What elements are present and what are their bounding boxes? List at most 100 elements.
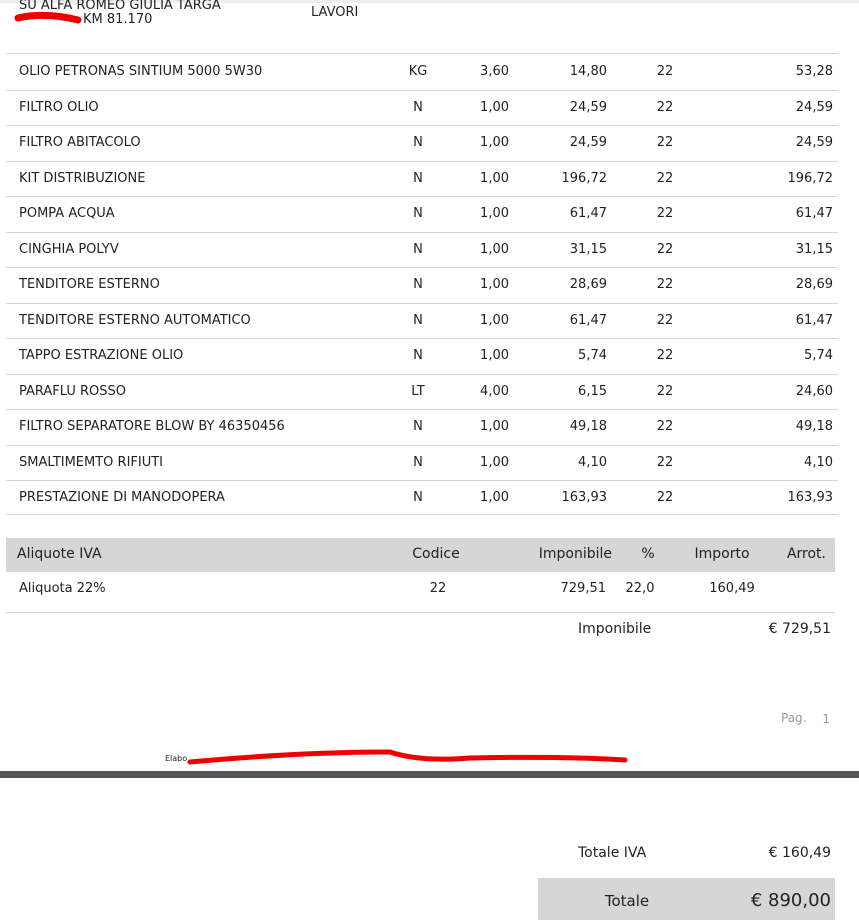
km: KM 81.170 (83, 12, 153, 27)
vat-header: Importo (694, 546, 750, 562)
vat-rate: 22 (656, 277, 674, 292)
description: FILTRO SEPARATORE BLOW BY 46350456 (19, 419, 285, 434)
price: 61,47 (569, 312, 607, 328)
vat-rate: 22 (656, 383, 674, 399)
amount: 61,47 (795, 312, 833, 328)
redaction (14, 11, 82, 24)
unit: N (413, 312, 423, 328)
row-divider (6, 445, 838, 446)
price: 61,47 (569, 206, 607, 221)
quantity: 1,00 (480, 419, 509, 434)
unit: N (413, 419, 423, 434)
amount: 49,18 (795, 419, 833, 434)
price: 49,18 (569, 419, 607, 434)
row-divider (6, 90, 838, 91)
description: PARAFLU ROSSO (19, 383, 127, 399)
vat-header: % (641, 546, 655, 562)
quantity: 1,00 (480, 135, 509, 150)
row-divider (6, 232, 838, 233)
page-label: Pag. (781, 711, 807, 725)
total-label: Totale (604, 892, 650, 910)
price: 4,10 (578, 454, 607, 470)
divider (6, 612, 835, 613)
quantity: 1,00 (480, 312, 509, 328)
vehicle: SU ALFA ROMEO GIULIA TARGA (19, 0, 221, 13)
amount: 196,72 (787, 170, 834, 186)
price: 24,59 (569, 99, 607, 115)
unit: N (413, 206, 423, 221)
vat-rate: 22 (656, 490, 674, 505)
vat-rate: 22 (656, 64, 674, 79)
vat-rate: 22 (656, 348, 674, 363)
vat-rate: 22 (656, 170, 674, 186)
vat-header: Imponibile (538, 546, 612, 562)
amount: 24,60 (795, 383, 833, 399)
total-value: € 890,00 (750, 890, 831, 911)
description: SMALTIMEMTO RIFIUTI (19, 454, 164, 470)
vat-cell: 160,49 (709, 581, 755, 596)
amount: 5,74 (804, 348, 833, 363)
description: CINGHIA POLYV (19, 241, 119, 257)
vat-header: Aliquote IVA (17, 546, 102, 562)
vat-header: Codice (412, 546, 460, 562)
unit: N (413, 454, 423, 470)
amount: 4,10 (804, 454, 833, 470)
amount: 24,59 (795, 99, 833, 115)
vat-cell: 22 (429, 581, 447, 596)
amount: 61,47 (795, 206, 833, 221)
quantity: 1,00 (480, 348, 509, 363)
unit: N (413, 490, 423, 505)
amount: 28,69 (795, 277, 833, 292)
quantity: 1,00 (480, 170, 509, 186)
taxable-value: € 729,51 (768, 621, 831, 637)
unit: N (413, 135, 423, 150)
description: TAPPO ESTRAZIONE OLIO (19, 348, 184, 363)
vat-rate: 22 (656, 312, 674, 328)
row-divider (6, 267, 838, 268)
section-title: LAVORI (311, 5, 359, 20)
amount: 163,93 (787, 490, 834, 505)
vat-rate: 22 (656, 135, 674, 150)
vat-rate: 22 (656, 419, 674, 434)
description: TENDITORE ESTERNO AUTOMATICO (19, 312, 251, 328)
vat-header-band (6, 538, 835, 572)
description: OLIO PETRONAS SINTIUM 5000 5W30 (19, 64, 263, 79)
unit: KG (408, 64, 428, 79)
page-break (0, 771, 859, 778)
total-vat-label: Totale IVA (578, 845, 647, 861)
quantity: 4,00 (480, 383, 509, 399)
redaction (187, 749, 628, 765)
row-divider (6, 196, 838, 197)
quantity: 1,00 (480, 99, 509, 115)
vat-cell: 22,0 (625, 581, 655, 596)
price: 24,59 (569, 135, 607, 150)
amount: 31,15 (795, 241, 833, 257)
price: 28,69 (569, 277, 607, 292)
row-divider (6, 374, 838, 375)
price: 163,93 (561, 490, 608, 505)
footer-text: Elabo (165, 754, 188, 763)
row-divider (6, 480, 838, 481)
quantity: 1,00 (480, 490, 509, 505)
unit: N (413, 99, 423, 115)
quantity: 3,60 (480, 64, 509, 79)
row-divider (6, 338, 838, 339)
unit: N (413, 348, 423, 363)
quantity: 1,00 (480, 277, 509, 292)
price: 6,15 (578, 383, 607, 399)
vat-rate: 22 (656, 206, 674, 221)
vat-header: Arrot. (786, 546, 826, 562)
description: TENDITORE ESTERNO (19, 277, 160, 292)
description: PRESTAZIONE DI MANODOPERA (19, 490, 225, 505)
price: 14,80 (569, 64, 607, 79)
vat-cell: 729,51 (560, 581, 607, 596)
vat-rate: 22 (656, 99, 674, 115)
row-divider (6, 161, 838, 162)
description: FILTRO ABITACOLO (19, 135, 141, 150)
unit: N (413, 241, 423, 257)
unit: N (413, 277, 423, 292)
price: 5,74 (578, 348, 607, 363)
row-divider (6, 125, 838, 126)
quantity: 1,00 (480, 241, 509, 257)
